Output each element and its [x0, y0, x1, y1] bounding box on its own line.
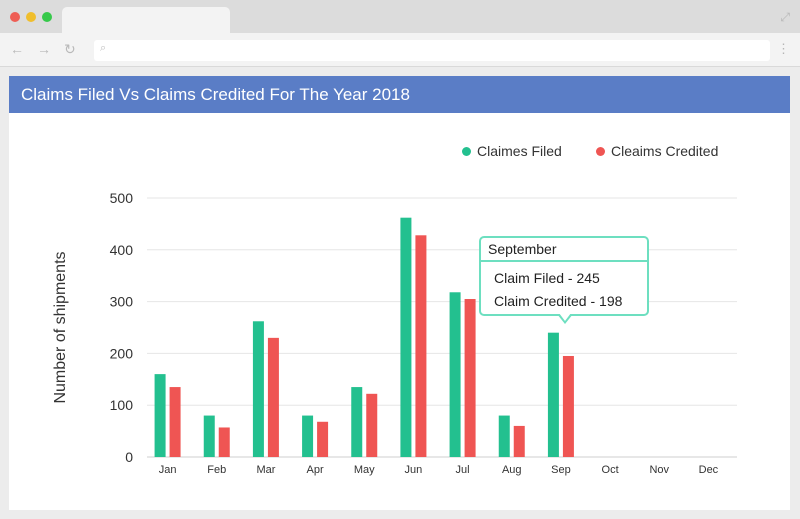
bar-credited	[169, 387, 181, 457]
y-tick-label: 100	[110, 397, 134, 413]
reload-icon[interactable]: ↻	[64, 41, 76, 57]
tooltip-pointer-fill	[559, 313, 571, 321]
expand-icon[interactable]: ⤢	[780, 10, 790, 24]
bar-filed	[351, 387, 363, 457]
x-tick-label: Sep	[551, 464, 571, 476]
x-tick-label: Jul	[456, 464, 470, 476]
tooltip-filed-value: Claim Filed - 245	[494, 270, 600, 286]
legend-credited-label: Cleaims Credited	[611, 143, 719, 159]
y-axis-label: Number of shipments	[52, 251, 69, 403]
bar-credited	[562, 355, 574, 457]
card-title: Claims Filed Vs Claims Credited For The …	[21, 85, 410, 104]
chart-card: Claims Filed Vs Claims Credited For The …	[9, 76, 790, 510]
legend-credited-swatch	[596, 147, 605, 156]
card-header: Claims Filed Vs Claims Credited For The …	[9, 76, 790, 113]
x-tick-label: Feb	[207, 464, 226, 476]
legend-filed-swatch	[462, 147, 471, 156]
bar-credited	[267, 337, 279, 457]
x-tick-label: Jan	[159, 464, 177, 476]
bar-filed	[252, 321, 264, 457]
bar-chart: 0 100 200 300 400 500 Number of shipments Jan Fe…	[52, 190, 737, 476]
browser-tab[interactable]	[62, 7, 230, 33]
close-window-icon[interactable]	[10, 12, 20, 22]
x-tick-label: Nov	[649, 464, 669, 476]
x-tick-label: May	[354, 464, 375, 476]
bar-filed	[302, 415, 314, 457]
tooltip-header: September	[481, 238, 647, 262]
browser-toolbar: ← → ↻ ⌕ ⋮	[0, 33, 800, 67]
bar-filed	[449, 292, 461, 457]
y-tick-label: 300	[110, 294, 134, 310]
x-tick-label: Apr	[307, 464, 324, 476]
bar-credited	[317, 421, 329, 457]
bar-credited	[464, 299, 476, 457]
y-tick-label: 0	[125, 449, 133, 465]
x-tick-label: Dec	[699, 464, 719, 476]
chart-tooltip: September Claim Filed - 245 Claim Credit…	[479, 236, 649, 316]
y-tick-label: 400	[110, 242, 134, 258]
search-icon: ⌕	[100, 42, 107, 54]
page-content: Claims Filed Vs Claims Credited For The …	[0, 67, 800, 519]
bar-credited	[218, 427, 230, 457]
y-tick-label: 200	[110, 345, 134, 361]
bar-credited	[513, 425, 525, 457]
x-tick-label: Aug	[502, 464, 522, 476]
bar-filed	[154, 374, 166, 457]
minimize-window-icon[interactable]	[26, 12, 36, 22]
bar-credited	[415, 235, 427, 457]
title-bar: ⤢	[0, 0, 800, 33]
forward-icon[interactable]: →	[37, 41, 51, 57]
bar-filed	[498, 415, 510, 457]
tooltip-title: September	[488, 241, 557, 257]
tooltip-credited-value: Claim Credited - 198	[494, 293, 623, 309]
back-icon[interactable]: ←	[10, 41, 24, 57]
bar-filed	[203, 415, 215, 457]
bar-filed	[400, 217, 412, 457]
x-tick-label: Mar	[256, 464, 275, 476]
y-tick-label: 500	[110, 190, 134, 206]
address-bar[interactable]: ⌕	[94, 40, 770, 61]
maximize-window-icon[interactable]	[42, 12, 52, 22]
x-tick-label: Jun	[405, 464, 423, 476]
legend-filed-label: Claimes Filed	[477, 143, 562, 159]
bar-credited	[366, 393, 378, 457]
menu-icon[interactable]: ⋮	[777, 41, 790, 56]
x-tick-label: Oct	[602, 464, 619, 476]
bar-filed	[547, 332, 559, 457]
